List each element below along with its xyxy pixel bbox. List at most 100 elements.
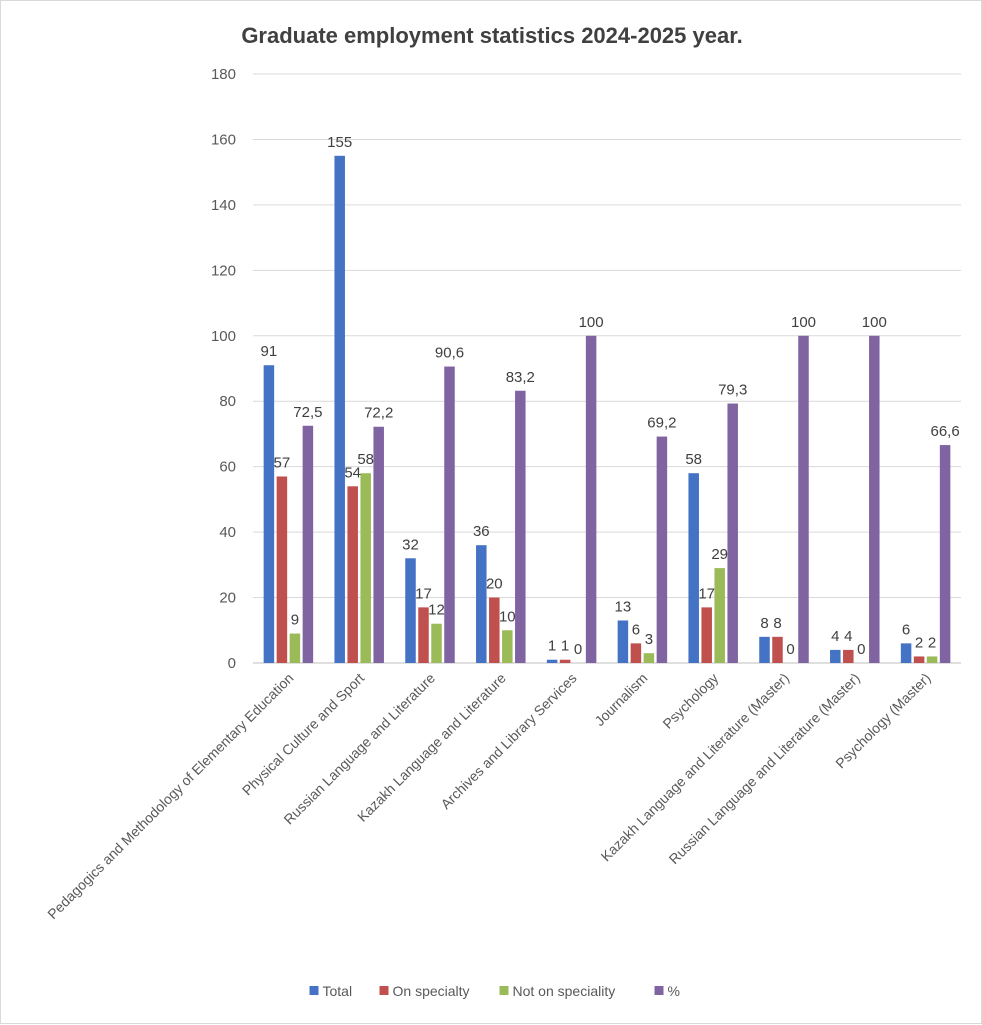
bar---4 bbox=[585, 335, 597, 663]
data-label: 91 bbox=[261, 343, 278, 360]
y-tick-label: 60 bbox=[219, 459, 236, 476]
bar-on-specialty-5 bbox=[630, 643, 642, 663]
y-tick-label: 140 bbox=[211, 197, 236, 214]
x-category-label: Psychology bbox=[659, 670, 721, 732]
y-tick-label: 100 bbox=[211, 328, 236, 345]
data-label: 20 bbox=[486, 576, 503, 593]
bar---2 bbox=[444, 366, 455, 663]
legend-label: Not on speciality bbox=[513, 983, 616, 999]
bar-not-on-speciality-9 bbox=[926, 656, 938, 663]
bar---5 bbox=[656, 436, 668, 663]
data-label: 0 bbox=[574, 641, 582, 658]
data-label: 90,6 bbox=[435, 345, 464, 362]
y-axis-ticks: 0 20 40 60 80 100 120 140 160 180 bbox=[211, 66, 236, 672]
legend-swatch bbox=[654, 986, 664, 995]
y-tick-label: 120 bbox=[211, 262, 236, 279]
legend-swatch bbox=[379, 986, 389, 995]
y-tick-label: 80 bbox=[219, 393, 236, 410]
bar---9 bbox=[939, 445, 951, 663]
bars bbox=[263, 155, 951, 664]
data-label: 72,5 bbox=[293, 404, 322, 421]
bar-total-0 bbox=[263, 365, 275, 663]
bar-not-on-speciality-0 bbox=[289, 633, 301, 663]
data-label: 100 bbox=[862, 314, 887, 331]
data-label: 17 bbox=[415, 585, 432, 602]
x-category-label: Journalism bbox=[591, 670, 650, 729]
legend-label: % bbox=[668, 983, 680, 999]
bar-on-specialty-8 bbox=[843, 649, 854, 663]
y-tick-label: 40 bbox=[219, 524, 236, 541]
bar-on-specialty-4 bbox=[559, 659, 571, 663]
bar-total-6 bbox=[688, 473, 699, 663]
bar-total-8 bbox=[830, 649, 841, 663]
data-labels: 9157972,5155545872,232171290,636201083,2… bbox=[261, 134, 960, 658]
bar---7 bbox=[798, 335, 809, 663]
bar-not-on-speciality-5 bbox=[643, 653, 655, 663]
legend: Total On specialty Not on speciality% bbox=[309, 983, 680, 999]
y-tick-label: 0 bbox=[228, 655, 236, 672]
x-category-label: Russian Language and Literature bbox=[280, 670, 438, 828]
y-tick-label: 20 bbox=[219, 590, 236, 607]
bar-on-specialty-0 bbox=[276, 476, 288, 663]
data-label: 29 bbox=[711, 546, 728, 563]
data-label: 12 bbox=[428, 602, 445, 619]
chart-title: Graduate employment statistics 2024-2025… bbox=[241, 23, 742, 48]
data-label: 17 bbox=[698, 585, 715, 602]
bar-on-specialty-7 bbox=[772, 636, 783, 663]
y-tick-label: 160 bbox=[211, 131, 236, 148]
bar-not-on-speciality-3 bbox=[502, 630, 513, 663]
gridlines bbox=[253, 73, 961, 664]
legend-label: On specialty bbox=[393, 983, 470, 999]
data-label: 100 bbox=[579, 314, 604, 331]
bar-total-9 bbox=[900, 643, 912, 663]
bar---1 bbox=[373, 426, 384, 663]
bar-on-specialty-6 bbox=[701, 607, 712, 663]
bar-not-on-speciality-1 bbox=[360, 473, 371, 663]
data-label: 4 bbox=[831, 628, 839, 645]
bar---8 bbox=[869, 335, 880, 663]
bar---3 bbox=[515, 390, 526, 663]
data-label: 6 bbox=[632, 621, 640, 638]
data-label: 8 bbox=[773, 615, 781, 632]
data-label: 155 bbox=[327, 134, 352, 151]
data-label: 1 bbox=[561, 638, 569, 655]
bar-total-1 bbox=[334, 155, 345, 664]
data-label: 36 bbox=[473, 523, 490, 540]
data-label: 2 bbox=[928, 634, 936, 651]
bar-on-specialty-9 bbox=[913, 656, 925, 663]
bar-on-specialty-3 bbox=[489, 597, 500, 663]
data-label: 79,3 bbox=[718, 382, 747, 399]
data-label: 0 bbox=[857, 641, 865, 658]
data-label: 9 bbox=[291, 612, 299, 629]
bar-total-4 bbox=[546, 659, 558, 663]
data-label: 6 bbox=[902, 621, 910, 638]
data-label: 58 bbox=[357, 451, 374, 468]
bar-on-specialty-1 bbox=[347, 486, 358, 663]
bar-not-on-speciality-6 bbox=[714, 568, 725, 663]
data-label: 1 bbox=[548, 638, 556, 655]
legend-swatch bbox=[309, 986, 319, 995]
bar---0 bbox=[302, 425, 314, 663]
data-label: 10 bbox=[499, 608, 516, 625]
x-category-label: Pedagogics and Methodology of Elementary… bbox=[44, 670, 296, 922]
data-label: 13 bbox=[615, 598, 632, 615]
x-category-label: Kazakh Language and Literature bbox=[354, 670, 509, 825]
bar-total-7 bbox=[759, 636, 770, 663]
data-label: 72,2 bbox=[364, 405, 393, 422]
bar-not-on-speciality-2 bbox=[431, 623, 442, 663]
data-label: 57 bbox=[274, 454, 291, 471]
data-label: 58 bbox=[685, 451, 702, 468]
legend-swatch bbox=[499, 986, 509, 995]
bar-on-specialty-2 bbox=[418, 607, 429, 663]
legend-label: Total bbox=[323, 983, 353, 999]
data-label: 69,2 bbox=[647, 415, 676, 432]
data-label: 4 bbox=[844, 628, 852, 645]
x-category-label: Archives and Library Services bbox=[437, 670, 579, 812]
data-label: 66,6 bbox=[930, 423, 959, 440]
bar---6 bbox=[727, 403, 738, 663]
data-label: 83,2 bbox=[506, 369, 535, 386]
data-label: 100 bbox=[791, 314, 816, 331]
data-label: 2 bbox=[915, 634, 923, 651]
